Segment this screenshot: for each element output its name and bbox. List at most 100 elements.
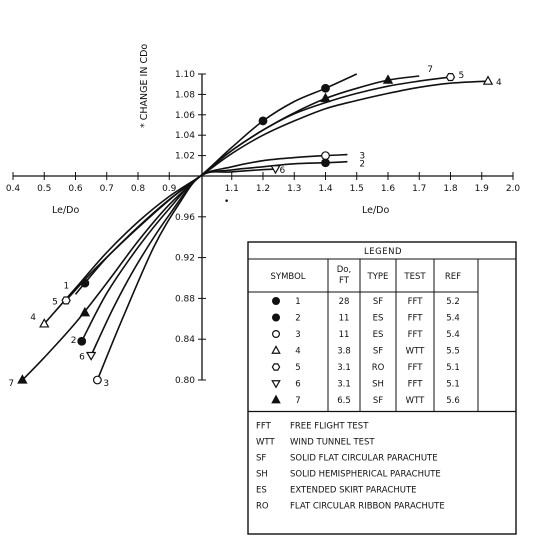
data-point-series-6 [85,351,97,361]
legend-abbr: FFT [256,422,272,432]
series-markers [17,72,494,385]
legend-cell: 5.1 [446,363,460,373]
legend-symbol-number: 4 [295,347,300,357]
legend-cell: 5.5 [446,347,460,357]
series-label-end-3: 3 [359,152,365,162]
series-label-6: 6 [79,353,85,363]
legend-cell: FFT [408,363,424,373]
legend-symbol-number: 3 [295,330,300,340]
legend-symbol-number: 1 [295,297,300,307]
data-point-series-2 [321,158,330,168]
legend-abbr-desc: FREE FLIGHT TEST [290,422,369,432]
x-tick-label: 1.4 [318,184,333,194]
x-tick-label: 1.2 [256,184,270,194]
y-tick-label: 1.10 [175,70,195,80]
series-line-4 [43,80,489,325]
legend-cell: SH [372,380,384,390]
legend-header-0: SYMBOL [270,272,305,282]
x-tick-label: 0.4 [6,184,21,194]
data-point-series-1 [80,278,90,288]
data-point-series-1 [258,116,268,126]
legend-cell: 5.1 [446,380,460,390]
legend-header-4: REF [445,272,461,282]
legend-marker-2 [272,313,281,322]
legend-cell: SF [373,396,383,406]
y-axis-title: * CHANGE IN CDo [139,44,150,128]
legend-cell: 5.4 [446,330,460,340]
legend-abbr: SH [256,470,268,480]
series-label-1: 1 [64,281,70,291]
legend-symbol-number: 5 [295,363,300,373]
x-tick-label: 1.5 [350,184,364,194]
legend-header-1: Do, [337,265,351,275]
legend-marker-7 [271,394,281,404]
y-tick-label: 0.84 [175,335,195,345]
x-tick-label: 1.6 [381,184,396,194]
legend-cell: 11 [339,330,350,340]
legend-abbr-desc: SOLID FLAT CIRCULAR PARACHUTE [290,454,438,464]
legend-cell: ES [373,314,384,324]
y-tick-label: 1.04 [175,131,195,141]
legend-marker-6 [271,380,281,389]
series-label-4: 4 [30,313,36,323]
y-tick-label: 1.02 [175,152,195,162]
series-label-end-2: 2 [359,160,365,170]
series-curves [21,73,489,381]
footnote-mark: • [224,197,229,207]
data-point-series-7 [79,306,91,317]
x-tick-label: 0.8 [131,184,146,194]
legend-cell: 11 [339,314,350,324]
legend-abbr: ES [256,486,267,496]
x-tick-label: 1.7 [412,184,426,194]
x-tick-label: 1.1 [225,184,239,194]
legend-cell: 6.5 [337,396,351,406]
series-label-7: 7 [8,379,14,389]
data-point-series-2 [77,336,87,346]
legend-cell: 3.1 [337,363,351,373]
legend-abbr-desc: EXTENDED SKIRT PARACHUTE [290,486,417,496]
data-point-series-7 [382,74,394,84]
legend-cell: 5.2 [446,297,460,307]
legend-header-1: FT [339,276,350,286]
data-point-series-7 [17,374,28,384]
x-axis-title-right: Le/Do [362,205,389,216]
x-axis-title-left: Le/Do [52,205,79,216]
data-point-series-3 [92,375,102,385]
legend-cell: 3.8 [337,347,351,357]
data-point-series-1 [321,83,330,93]
data-point-series-5 [61,296,71,305]
legend-header-3: TEST [403,272,426,282]
x-tick-label: 0.6 [68,184,83,194]
legend-box [247,241,517,535]
data-point-series-6 [270,165,281,175]
series-label-end-6: 6 [280,166,286,176]
data-point-series-4 [39,318,50,328]
legend-abbr-desc: FLAT CIRCULAR RIBBON PARACHUTE [290,502,445,512]
series-line-3 [96,153,348,381]
legend-cell: FFT [408,314,424,324]
legend-marker-5 [271,363,281,371]
legend-cell: RO [372,363,385,373]
x-tick-label: 0.5 [37,184,51,194]
legend-abbr-desc: SOLID HEMISPHERICAL PARACHUTE [290,470,441,480]
y-tick-label: 0.80 [175,376,195,386]
data-point-series-3 [321,151,330,161]
series-line-6 [90,168,276,356]
legend-cell: SF [373,347,383,357]
legend-cell: 28 [339,297,350,307]
legend-symbol-number: 2 [295,314,300,324]
legend-marker-4 [271,345,281,354]
legend-cell: WTT [406,396,425,406]
legend-cell: FFT [408,330,424,340]
y-tick-label: 1.06 [175,111,195,121]
y-tick-label: 0.88 [175,294,195,304]
x-tick-label: 1.8 [443,184,458,194]
x-tick-label: 0.9 [162,184,177,194]
legend-header-2: TYPE [367,272,389,282]
legend-symbol-number: 7 [295,396,300,406]
y-tick-label: 0.96 [175,213,195,223]
series-label-2: 2 [71,336,77,346]
x-tick-label: 0.7 [100,184,114,194]
